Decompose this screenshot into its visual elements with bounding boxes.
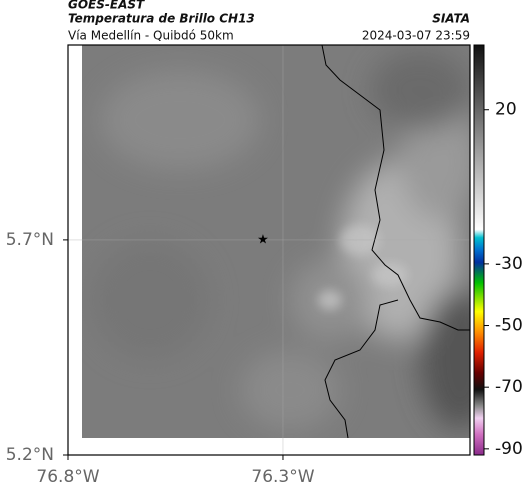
colorbar-tick-label: -70 xyxy=(495,377,523,397)
colorbar-tick-label: 20 xyxy=(495,100,517,120)
source: SIATA xyxy=(432,12,470,26)
location-marker: ★ xyxy=(257,233,269,248)
colorbar-tick-label: -90 xyxy=(495,439,523,459)
y-tick-label: 5.2°N xyxy=(6,445,54,465)
x-tick-label: 76.3°W xyxy=(251,467,314,487)
datetime: 2024-03-07 23:59 xyxy=(362,29,470,43)
x-tick-label: 76.8°W xyxy=(36,467,99,487)
colorbar xyxy=(473,44,485,456)
satellite-image xyxy=(82,45,470,438)
subtitle: Temperatura de Brillo CH13 xyxy=(68,12,255,26)
y-tick-label: 5.7°N xyxy=(6,230,54,250)
region: Vía Medellín - Quibdó 50km xyxy=(68,29,234,43)
title: GOES-EAST xyxy=(68,0,145,12)
colorbar-tick-label: -50 xyxy=(495,316,523,336)
colorbar-tick-label: -30 xyxy=(495,254,523,274)
map-frame xyxy=(67,44,471,456)
